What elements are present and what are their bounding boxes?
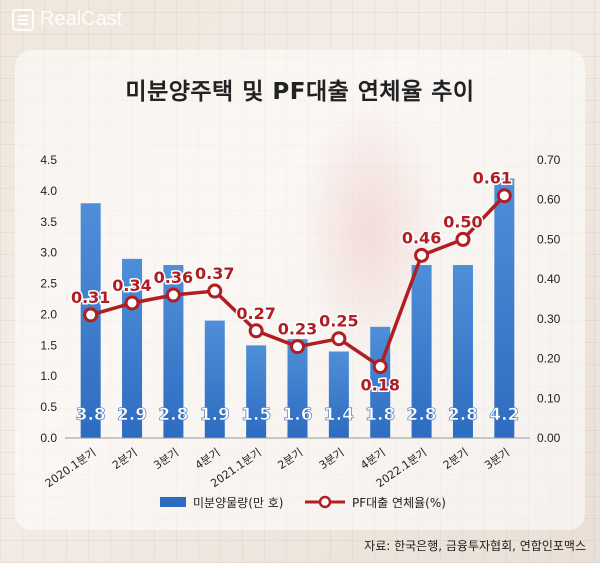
bar-data-label: 1.5 [241,405,271,425]
y-left-tick-label: 1.0 [40,369,57,383]
line-data-label: 0.25 [319,312,358,331]
bar [411,265,432,438]
y-right-tick-label: 0.70 [537,153,561,167]
line-data-label: 0.27 [236,304,275,323]
bar-data-label: 2.8 [158,405,188,425]
line-point [248,323,264,339]
bar-data-label: 3.8 [76,405,106,425]
line-data-label: 0.36 [154,268,193,287]
line-point [331,331,347,347]
y-left-tick-label: 1.5 [40,338,57,352]
x-tick-label: 3분기 [317,446,347,472]
line-point [414,247,430,263]
y-right-tick-label: 0.30 [537,312,561,326]
line-data-label: 0.61 [473,169,512,188]
bar-data-label: 2.8 [448,405,478,425]
bar-data-label: 1.4 [324,405,354,425]
line-data-label: 0.37 [195,264,234,283]
x-tick-label: 2분기 [110,446,140,472]
realcast-logo: RealCast [12,8,122,31]
bar-data-label: 1.8 [365,405,395,425]
x-tick-label: 4분기 [358,446,388,472]
line-data-label: 0.23 [278,320,317,339]
bar-data-label: 2.9 [117,405,147,425]
y-right-tick-label: 0.20 [537,352,561,366]
line-point [165,287,181,303]
bar-data-label: 1.9 [200,405,230,425]
line-data-label: 0.18 [360,376,399,395]
line-point [455,231,471,247]
line-point [372,359,388,375]
line-point [83,307,99,323]
line-data-label: 0.50 [443,212,482,231]
y-left-tick-label: 3.5 [40,215,57,229]
y-right-tick-label: 0.50 [537,232,561,246]
logo-icon [12,8,34,31]
bar-data-label: 2.8 [407,405,437,425]
x-tick-label: 2분기 [275,446,305,472]
bar [494,178,515,439]
bar [328,351,349,438]
y-left-tick-label: 4.0 [40,184,57,198]
logo-text: RealCast [40,8,123,30]
legend-bar-swatch [160,497,186,507]
y-right-tick-label: 0.40 [537,272,561,286]
line-point [124,295,140,311]
y-right-tick-label: 0.60 [537,193,561,207]
bar [452,265,473,438]
y-right-tick-label: 0.00 [537,431,561,445]
chart-panel [15,50,585,530]
x-tick-label: 3분기 [151,446,181,472]
chart-title: 미분양주택 및 PF대출 연체율 추이 [125,79,475,105]
y-left-tick-label: 3.0 [40,246,57,260]
legend-line-label: PF대출 연체율(%) [352,496,446,510]
bar [204,320,225,438]
x-tick-label: 2020.1분기 [43,446,99,490]
bar-data-label: 4.2 [489,405,519,425]
y-right-tick-label: 0.10 [537,391,561,405]
x-tick-label: 2분기 [441,446,471,472]
y-left-tick-label: 0.5 [40,400,57,414]
line-data-label: 0.46 [402,228,441,247]
line-point [207,283,223,299]
line-point [496,188,512,204]
source-note: 자료: 한국은행, 금융투자협회, 연합인포맥스 [364,539,586,553]
line-data-label: 0.31 [71,288,110,307]
y-left-tick-label: 0.0 [40,431,57,445]
x-tick-label: 4분기 [193,446,223,472]
bar [246,345,267,438]
y-left-tick-label: 2.0 [40,307,57,321]
bar [163,265,184,438]
y-left-tick-label: 4.5 [40,153,57,167]
line-point [290,339,305,355]
legend-bar-label: 미분양물량(만 호) [193,496,283,510]
bar [287,339,308,438]
x-tick-label: 3분기 [482,446,512,472]
y-left-tick-label: 2.5 [40,277,57,291]
bar-data-label: 1.6 [282,405,312,425]
legend-line-marker [318,495,332,509]
line-data-label: 0.34 [112,276,151,295]
